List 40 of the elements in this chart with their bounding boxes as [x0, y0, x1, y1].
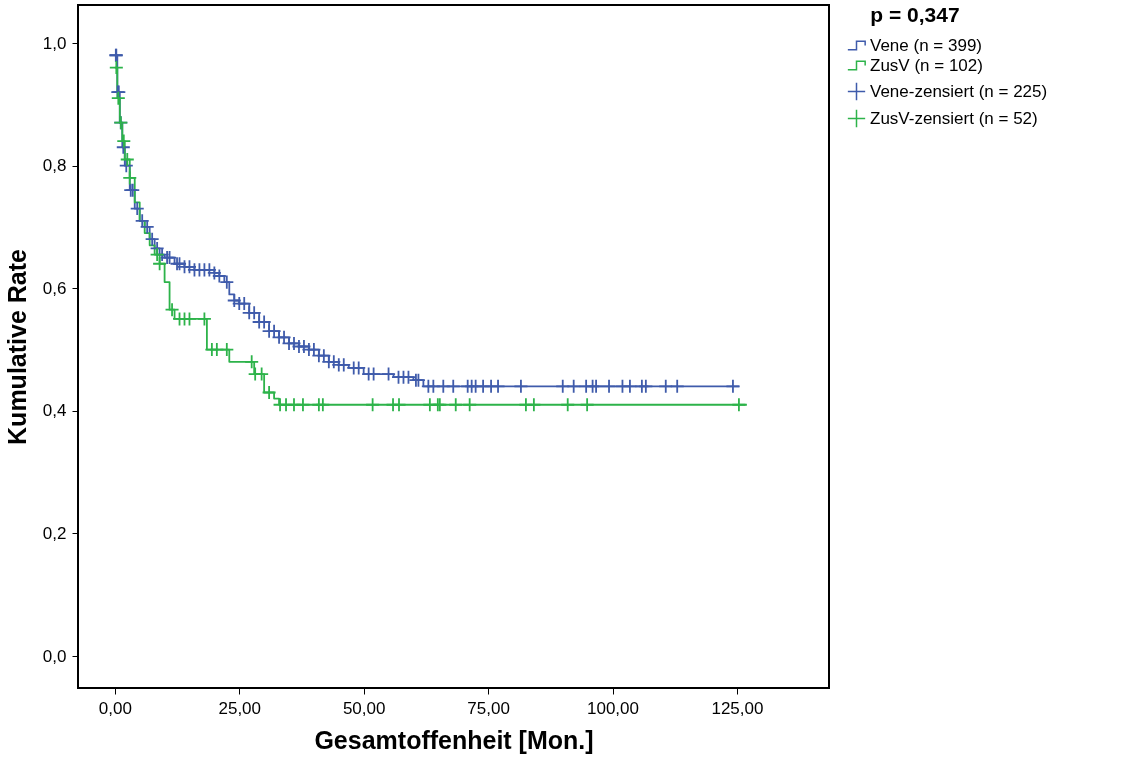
- y-tick-label: 0,4: [42, 401, 67, 421]
- point: [152, 256, 168, 272]
- point: [110, 90, 126, 106]
- point: [108, 60, 124, 75]
- point: [149, 247, 165, 262]
- point: [122, 170, 138, 186]
- y-tick-label: 0,8: [42, 156, 67, 176]
- point: [462, 397, 478, 413]
- point: [315, 397, 331, 413]
- x-tick-label: 125,00: [711, 698, 764, 718]
- y-tick-label: 1,0: [42, 33, 67, 53]
- legend-title: p = 0,347: [870, 3, 960, 26]
- x-tick-label: 75,00: [467, 698, 510, 718]
- legend-label: Vene (n = 399): [870, 35, 983, 55]
- point: [448, 397, 464, 413]
- legend-label: Vene-zensiert (n = 225): [870, 81, 1048, 101]
- point: [560, 397, 576, 413]
- y-tick-label: 0,6: [42, 278, 67, 298]
- point: [731, 397, 747, 413]
- point: [526, 397, 542, 413]
- point: [365, 397, 381, 413]
- x-tick-label: 50,00: [342, 698, 386, 718]
- y-axis-title: Kumulative Rate: [2, 248, 31, 445]
- x-tick-label: 25,00: [218, 698, 262, 718]
- legend-label: ZusV-zensiert (n = 52): [870, 108, 1038, 128]
- y-tick-label: 0,2: [42, 524, 67, 543]
- x-axis-title: Gesamtoffenheit [Mon.]: [314, 725, 594, 754]
- x-tick-label: 0,00: [98, 698, 132, 718]
- x-tick-label: 100,00: [587, 698, 640, 718]
- point: [579, 397, 595, 413]
- y-tick-label: 0,0: [42, 646, 67, 666]
- legend-label: ZusV (n = 102): [870, 55, 983, 75]
- point: [261, 385, 277, 400]
- point: [196, 311, 212, 327]
- point: [295, 397, 311, 413]
- point: [119, 152, 135, 167]
- point: [244, 354, 260, 370]
- point: [219, 342, 235, 357]
- point: [254, 366, 270, 382]
- point: [116, 133, 132, 149]
